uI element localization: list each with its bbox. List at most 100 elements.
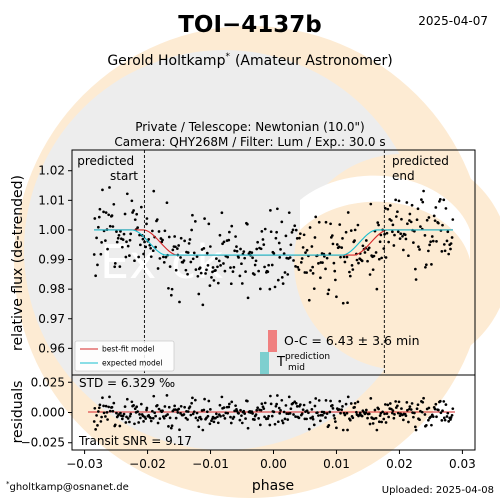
observer-mark: * (225, 52, 230, 62)
data-point (291, 228, 295, 232)
upload-date: Uploaded: 2025-04-08 (382, 485, 494, 496)
observer-role: (Amateur Astronomer) (235, 53, 393, 69)
data-point (125, 192, 129, 196)
residual-point (105, 411, 109, 414)
observer-line: Gerold Holtkamp* (Amateur Astronomer) (107, 52, 392, 69)
residual-point (223, 417, 227, 420)
residual-point (119, 411, 122, 415)
model-curves (94, 229, 453, 256)
residual-point (445, 415, 449, 418)
residual-point (396, 404, 399, 408)
residual-point (344, 402, 348, 406)
residual-point (307, 427, 311, 431)
data-point (113, 262, 117, 265)
data-point (186, 272, 189, 276)
watermark-arc (300, 175, 470, 260)
residual-point (196, 418, 200, 422)
residual-point (341, 404, 344, 408)
data-point (106, 247, 109, 251)
x-tick-label: 0.00 (260, 457, 287, 471)
data-point (262, 243, 266, 246)
main-y-ticks: 0.96 0.97 0.98 0.99 1.00 1.01 1.02 (38, 164, 72, 355)
y-tick-label: 1.01 (38, 193, 65, 207)
residual-point (437, 408, 440, 412)
snr-label: Transit SNR = 9.17 (78, 434, 192, 448)
residual-point (329, 399, 332, 403)
data-point (276, 207, 279, 211)
data-point (449, 242, 453, 245)
residual-point (104, 415, 107, 418)
data-point (240, 262, 243, 266)
residual-point (178, 428, 181, 432)
data-point (335, 295, 338, 299)
residual-point (136, 410, 139, 413)
data-point (281, 282, 285, 285)
data-point (256, 240, 259, 244)
data-point (423, 234, 427, 237)
data-point (211, 270, 214, 274)
data-point (167, 235, 171, 239)
residual-point (413, 411, 416, 415)
data-point (437, 221, 440, 225)
data-point (246, 222, 249, 226)
x-tick-label: −0.03 (66, 457, 103, 471)
residual-point (233, 409, 236, 413)
residual-point (422, 396, 425, 400)
data-point (111, 225, 115, 228)
data-point (388, 204, 392, 207)
data-point (253, 263, 257, 267)
data-point (242, 250, 246, 253)
data-point (254, 259, 258, 263)
residual-point (339, 411, 342, 415)
data-point (299, 232, 302, 236)
data-point (284, 234, 288, 238)
data-point (278, 256, 282, 259)
data-point (308, 226, 312, 229)
residual-point (206, 414, 210, 418)
residual-point (132, 404, 135, 407)
residual-point (383, 412, 386, 416)
data-point (377, 223, 380, 227)
data-point (260, 230, 264, 233)
data-point (394, 215, 398, 218)
residual-point (96, 410, 100, 413)
setup-line-1: Private / Telescope: Newtonian (10.0") (135, 120, 364, 134)
data-point (177, 244, 181, 247)
residual-point (310, 407, 314, 411)
residual-point (112, 401, 116, 405)
residual-point (151, 416, 155, 420)
residual-point (276, 394, 279, 397)
data-point (301, 246, 305, 249)
y-tick-label: 0.97 (38, 312, 65, 326)
data-point (384, 256, 388, 259)
data-point (317, 262, 320, 265)
residual-point (397, 400, 401, 404)
data-point (283, 271, 287, 274)
tmid-label: Tprediction mid (276, 352, 330, 373)
data-point (244, 270, 247, 273)
data-point (184, 268, 188, 272)
data-point (444, 207, 448, 210)
residual-point (313, 404, 317, 408)
residual-point (301, 408, 305, 412)
data-point (259, 247, 263, 251)
residual-point (393, 413, 396, 416)
residual-point (156, 421, 160, 425)
residual-point (375, 428, 379, 432)
data-point (304, 251, 307, 255)
data-point (268, 287, 272, 291)
data-point (440, 250, 444, 253)
data-point (97, 215, 101, 219)
residual-point (441, 409, 444, 413)
data-point (374, 251, 378, 254)
residual-point (124, 421, 128, 424)
residual-point (208, 422, 212, 426)
residual-point (404, 414, 408, 418)
data-point (398, 237, 402, 240)
y-tick-label: 0.96 (38, 341, 65, 355)
residual-point (220, 395, 224, 399)
residual-point (378, 414, 382, 417)
data-point (179, 256, 182, 259)
data-point (338, 223, 342, 226)
data-point (192, 251, 196, 255)
